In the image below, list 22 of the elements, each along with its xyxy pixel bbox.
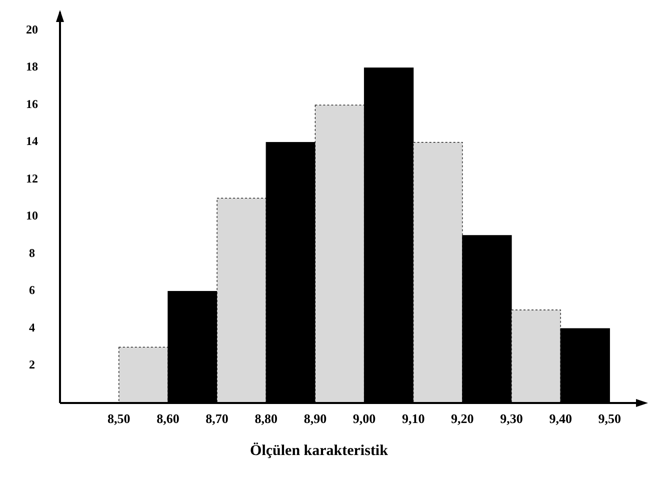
x-axis-title: Ölçülen karakteristik (250, 442, 389, 459)
x-tick-label: 8,60 (156, 411, 180, 426)
y-tick-label: 18 (26, 60, 38, 74)
y-tick-label: 8 (29, 246, 35, 260)
x-tick-label: 9,40 (549, 411, 572, 426)
x-tick-label: 8,50 (108, 411, 130, 426)
x-tick-label: 9,10 (402, 411, 425, 426)
y-tick-label: 6 (29, 283, 35, 298)
y-tick-label: 20 (26, 22, 38, 36)
x-tick-label: 8,70 (206, 411, 228, 426)
x-tick-label: 9,30 (500, 411, 523, 426)
y-tick-label: 10 (26, 208, 38, 223)
y-tick-label: 16 (26, 96, 38, 111)
y-tick-label: 12 (26, 171, 38, 186)
y-tick-label: 14 (26, 134, 38, 148)
x-tick-label: 9,20 (451, 411, 474, 426)
x-tick-label: 9,00 (352, 411, 376, 426)
x-tick-label: 8,90 (304, 411, 327, 426)
x-tick-label: 8,80 (254, 411, 278, 426)
y-tick-label: 4 (29, 320, 35, 334)
y-tick-label: 2 (29, 358, 35, 372)
x-tick-label: 9,50 (598, 411, 622, 426)
